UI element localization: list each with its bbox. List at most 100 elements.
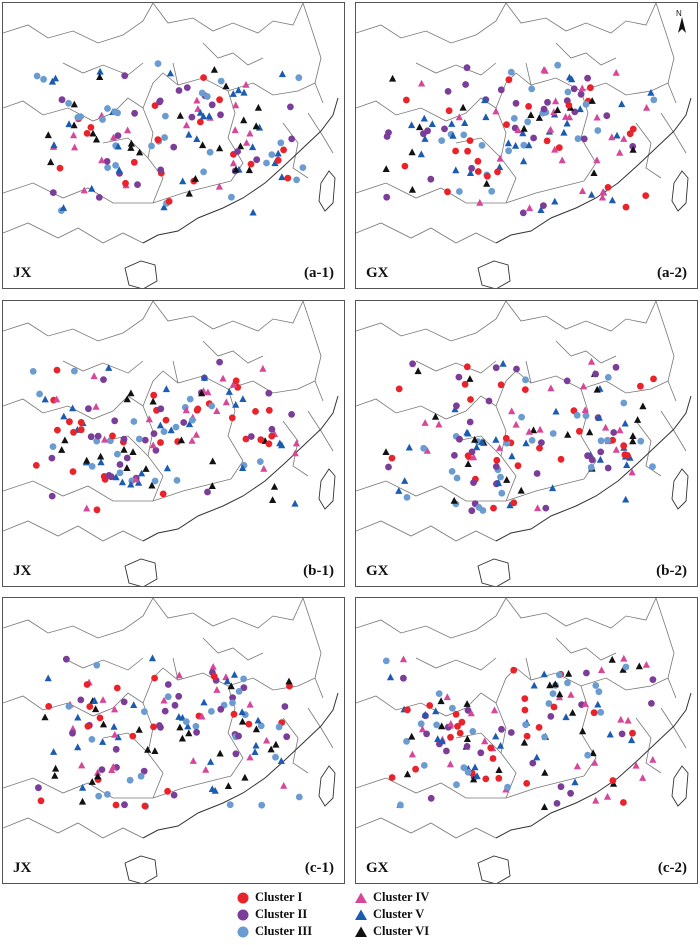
province-boundary	[356, 395, 497, 420]
cluster-4-marker	[71, 143, 79, 151]
cluster-2-marker	[462, 81, 469, 88]
cluster-1-marker	[497, 381, 505, 389]
cluster-5-marker	[59, 204, 68, 211]
cluster-2-marker	[497, 86, 505, 94]
cluster-5-marker	[520, 157, 528, 165]
cluster-5-marker	[278, 70, 286, 78]
cluster-6-marker	[227, 682, 235, 690]
cluster-5-marker	[576, 105, 584, 113]
cluster-4-marker	[567, 691, 575, 698]
cluster-1-marker-icon	[237, 892, 249, 903]
cluster-3-marker	[438, 137, 446, 145]
cluster-1-marker	[66, 418, 73, 426]
cluster-3-marker	[206, 148, 214, 156]
cluster-4-marker	[547, 125, 555, 133]
cluster-6-marker	[408, 732, 416, 740]
cluster-6-marker	[634, 416, 642, 423]
cluster-1-marker	[284, 174, 292, 182]
cluster-6-marker	[238, 717, 247, 725]
cluster-3-marker	[258, 801, 266, 809]
cluster-1-marker	[200, 74, 208, 81]
province-boundary	[356, 3, 507, 44]
cluster-3-marker	[208, 402, 216, 410]
cluster-2-marker	[265, 389, 273, 397]
cluster-3-marker	[564, 679, 571, 687]
cluster-4-marker	[182, 121, 191, 129]
cluster-2-marker	[629, 143, 637, 150]
cluster-3-marker	[95, 792, 103, 800]
cluster-4-marker	[423, 447, 431, 454]
taiwan-island	[671, 170, 689, 212]
cluster-6-marker	[450, 496, 458, 504]
cluster-6-marker	[586, 428, 594, 436]
cluster-4-marker	[579, 382, 588, 390]
cluster-6-marker	[416, 123, 424, 131]
province-boundary	[655, 3, 677, 104]
cluster-6-marker	[88, 778, 96, 785]
cluster-2-marker	[604, 464, 612, 472]
cluster-2-marker	[424, 127, 431, 135]
province-boundary	[282, 717, 309, 774]
cluster-4-marker	[616, 148, 624, 156]
cluster-1-marker	[164, 787, 172, 795]
cluster-6-marker	[216, 144, 224, 152]
cluster-1-marker	[535, 724, 543, 731]
cluster-3-marker	[154, 60, 162, 67]
cluster-3-marker	[65, 99, 72, 107]
cluster-4-marker	[259, 364, 267, 372]
cluster-5-marker	[563, 119, 571, 127]
cluster-4-marker	[593, 156, 601, 164]
cluster-5-marker	[69, 404, 77, 412]
cluster-2-marker	[610, 429, 618, 436]
cluster-5-marker-icon	[355, 909, 367, 920]
cluster-3-marker	[137, 772, 145, 780]
cluster-5-marker	[473, 443, 481, 451]
cluster-1-marker	[265, 406, 273, 414]
cluster-2-marker	[498, 725, 505, 733]
cluster-5-marker	[647, 88, 655, 96]
cluster-1-marker	[474, 157, 482, 165]
cluster-1-marker	[493, 456, 501, 464]
cluster-3-marker	[650, 96, 658, 104]
cluster-5-marker	[552, 407, 560, 415]
cluster-6-marker	[629, 432, 637, 439]
legend-label: Cluster IV	[373, 890, 430, 904]
cluster-2-marker	[400, 674, 407, 682]
cluster-4-marker	[550, 108, 558, 116]
cluster-5-marker	[401, 477, 409, 484]
cluster-5-marker	[163, 464, 171, 472]
cluster-2-marker	[441, 125, 448, 133]
cluster-5-marker	[405, 443, 413, 451]
province-boundary	[302, 301, 324, 402]
cluster-1-marker	[565, 102, 573, 109]
cluster-3-marker	[200, 168, 208, 176]
cluster-3-marker	[162, 112, 169, 120]
cluster-4-marker-icon	[355, 892, 367, 903]
cluster-4-marker	[598, 193, 607, 201]
cluster-1-marker	[395, 385, 403, 393]
cluster-1-marker	[154, 136, 162, 144]
cluster-1-marker	[45, 703, 53, 710]
legend-item: Cluster V	[354, 907, 424, 922]
cluster-2-marker	[612, 363, 620, 371]
province-boundary	[102, 435, 149, 457]
cluster-1-marker	[216, 96, 224, 104]
cluster-1-marker	[403, 96, 410, 104]
hainan-island	[124, 558, 158, 586]
cluster-6-marker	[438, 722, 446, 730]
cluster-6-marker	[382, 448, 390, 455]
cluster-4-marker	[182, 406, 190, 414]
cluster-6-marker	[254, 103, 262, 111]
cluster-6-marker	[382, 165, 390, 172]
cluster-1-marker	[268, 432, 276, 440]
cluster-4-marker	[573, 762, 581, 770]
cluster-3-marker	[456, 188, 463, 195]
cluster-3-marker	[505, 147, 512, 155]
cluster-1-marker	[502, 434, 510, 442]
cluster-3-marker	[186, 395, 194, 403]
cluster-5-marker	[271, 159, 279, 167]
cluster-6-marker	[389, 74, 397, 82]
cluster-4-marker	[617, 715, 625, 723]
map-panel-b2: GX (b-2)	[355, 300, 698, 587]
cluster-2-marker	[48, 492, 56, 500]
